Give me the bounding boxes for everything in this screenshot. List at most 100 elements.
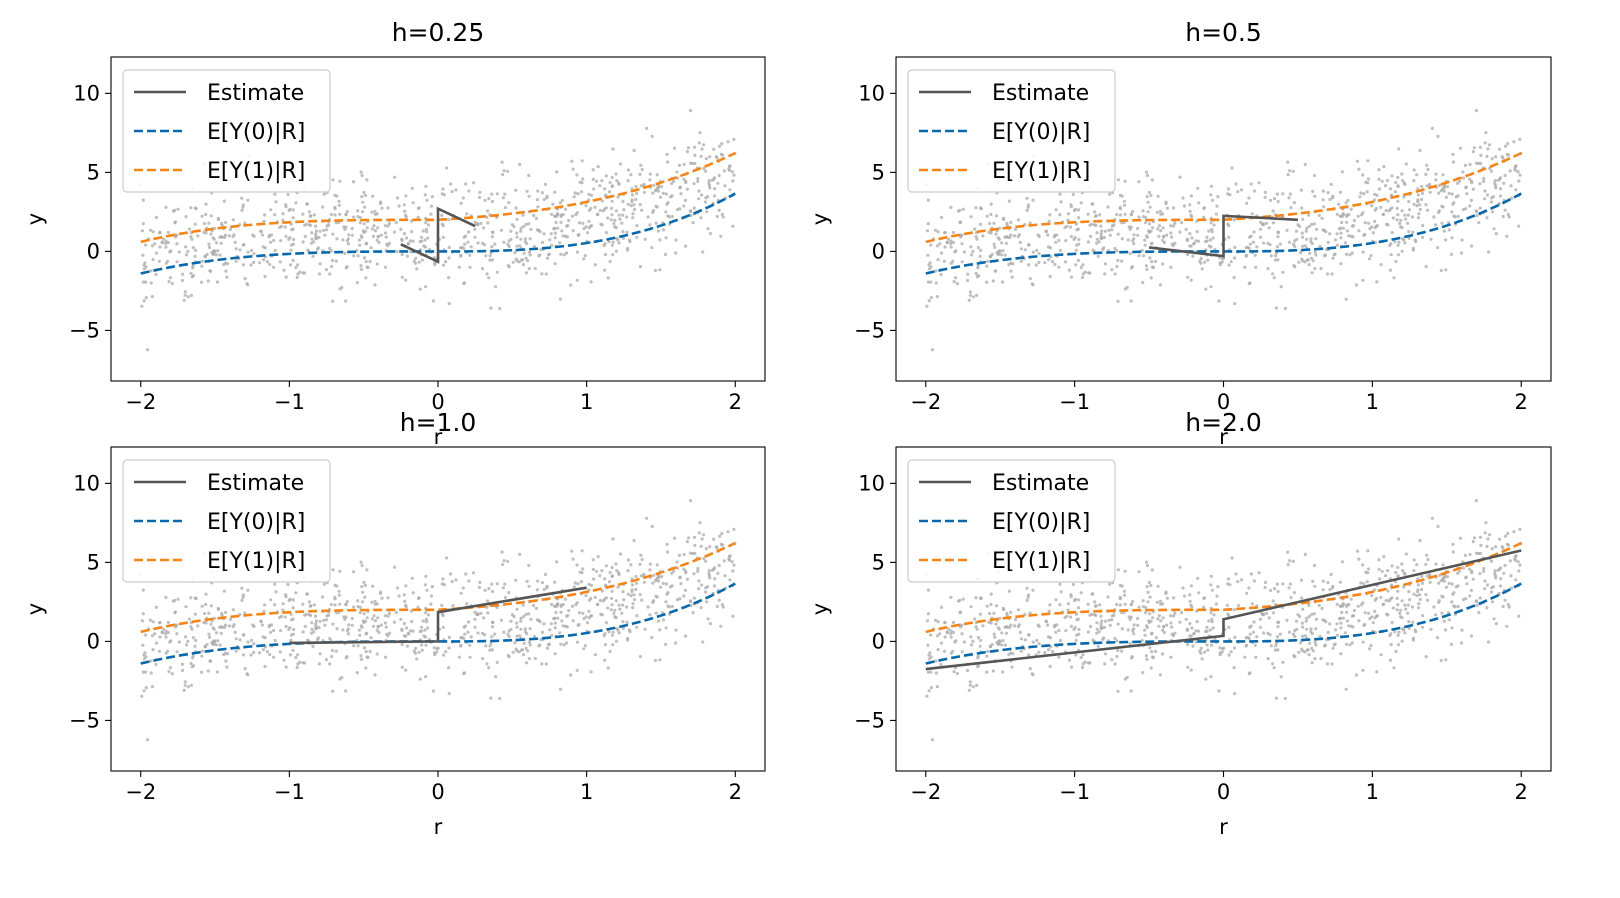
scatter-point xyxy=(1144,654,1148,658)
scatter-point xyxy=(263,636,267,640)
scatter-point xyxy=(584,204,588,208)
scatter-point xyxy=(1269,254,1273,258)
scatter-point xyxy=(1489,590,1493,594)
scatter-point xyxy=(675,566,680,570)
scatter-point xyxy=(1099,624,1103,628)
scatter-point xyxy=(621,603,625,607)
scatter-point xyxy=(1276,620,1280,625)
scatter-point xyxy=(1255,635,1259,639)
scatter-point xyxy=(411,591,415,595)
scatter-point xyxy=(1232,276,1236,280)
scatter-point xyxy=(1116,568,1120,572)
scatter-point xyxy=(1048,274,1052,279)
scatter-point xyxy=(1110,224,1114,228)
scatter-point xyxy=(1274,644,1278,648)
scatter-point xyxy=(656,619,661,623)
scatter-point xyxy=(953,276,958,280)
scatter-point xyxy=(1255,245,1259,249)
scatter-point xyxy=(514,578,518,582)
scatter-point xyxy=(212,616,216,621)
scatter-point xyxy=(1424,593,1428,597)
scatter-point xyxy=(1031,198,1035,202)
scatter-point xyxy=(322,582,326,586)
scatter-point xyxy=(1072,627,1076,632)
legend-box xyxy=(907,69,1116,193)
scatter-point xyxy=(519,627,523,631)
scatter-point xyxy=(1132,627,1136,631)
scatter-point xyxy=(329,249,333,253)
x-tick-label: 0 xyxy=(431,390,444,414)
scatter-point xyxy=(1217,299,1221,303)
scatter-point xyxy=(1146,600,1150,604)
scatter-point xyxy=(1388,187,1393,191)
scatter-point xyxy=(278,650,282,654)
scatter-point xyxy=(485,605,489,609)
scatter-point xyxy=(966,668,970,673)
scatter-point xyxy=(1122,199,1126,203)
scatter-point xyxy=(1486,147,1490,151)
scatter-point xyxy=(1184,227,1188,231)
scatter-point xyxy=(682,594,686,598)
scatter-point xyxy=(1513,558,1517,562)
scatter-point xyxy=(442,193,446,197)
scatter-point xyxy=(356,209,360,213)
scatter-point xyxy=(246,250,250,254)
scatter-point xyxy=(321,595,325,599)
scatter-point xyxy=(209,604,213,608)
scatter-point xyxy=(1320,606,1324,611)
scatter-point xyxy=(291,258,295,262)
scatter-point xyxy=(220,613,224,617)
scatter-point xyxy=(164,629,168,633)
scatter-point xyxy=(447,635,451,640)
scatter-point xyxy=(1396,213,1400,217)
scatter-point xyxy=(622,208,626,212)
scatter-point xyxy=(625,215,629,219)
scatter-point xyxy=(688,209,693,213)
scatter-point xyxy=(938,632,942,636)
scatter-point xyxy=(1205,625,1209,629)
scatter-point xyxy=(245,672,249,676)
scatter-point xyxy=(1099,622,1103,626)
scatter-point xyxy=(430,585,434,589)
scatter-point xyxy=(1503,144,1508,148)
scatter-point xyxy=(1009,651,1013,655)
scatter-point xyxy=(648,568,652,572)
scatter-point xyxy=(322,192,326,196)
scatter-point xyxy=(1248,281,1252,285)
scatter-point xyxy=(468,655,472,659)
scatter-point xyxy=(386,614,390,618)
scatter-point xyxy=(469,635,473,639)
scatter-point xyxy=(167,670,171,674)
scatter-point xyxy=(337,589,341,593)
scatter-point xyxy=(1357,229,1361,233)
scatter-point xyxy=(1420,235,1425,239)
scatter-point xyxy=(1389,242,1393,246)
scatter-point xyxy=(1077,627,1081,632)
scatter-point xyxy=(318,262,322,266)
scatter-point xyxy=(468,643,472,647)
scatter-point xyxy=(361,210,365,214)
scatter-point xyxy=(697,141,701,145)
scatter-point xyxy=(151,258,155,262)
scatter-point xyxy=(1340,560,1344,564)
scatter-point xyxy=(1333,238,1338,242)
scatter-point xyxy=(655,205,659,209)
scatter-point xyxy=(707,574,712,578)
scatter-point xyxy=(1330,662,1334,666)
scatter-point xyxy=(273,248,277,253)
scatter-point xyxy=(1386,199,1390,203)
scatter-point xyxy=(202,611,207,616)
scatter-point xyxy=(509,229,513,233)
scatter-point xyxy=(1094,223,1098,227)
scatter-point xyxy=(542,587,546,592)
scatter-point xyxy=(1517,614,1521,618)
scatter-point xyxy=(387,631,392,635)
scatter-point xyxy=(1027,653,1031,657)
legend-label: Estimate xyxy=(992,471,1089,496)
scatter-point xyxy=(426,223,431,227)
scatter-point xyxy=(500,550,504,554)
scatter-point xyxy=(1347,624,1351,628)
scatter-point xyxy=(1188,203,1192,207)
scatter-point xyxy=(1031,588,1035,592)
